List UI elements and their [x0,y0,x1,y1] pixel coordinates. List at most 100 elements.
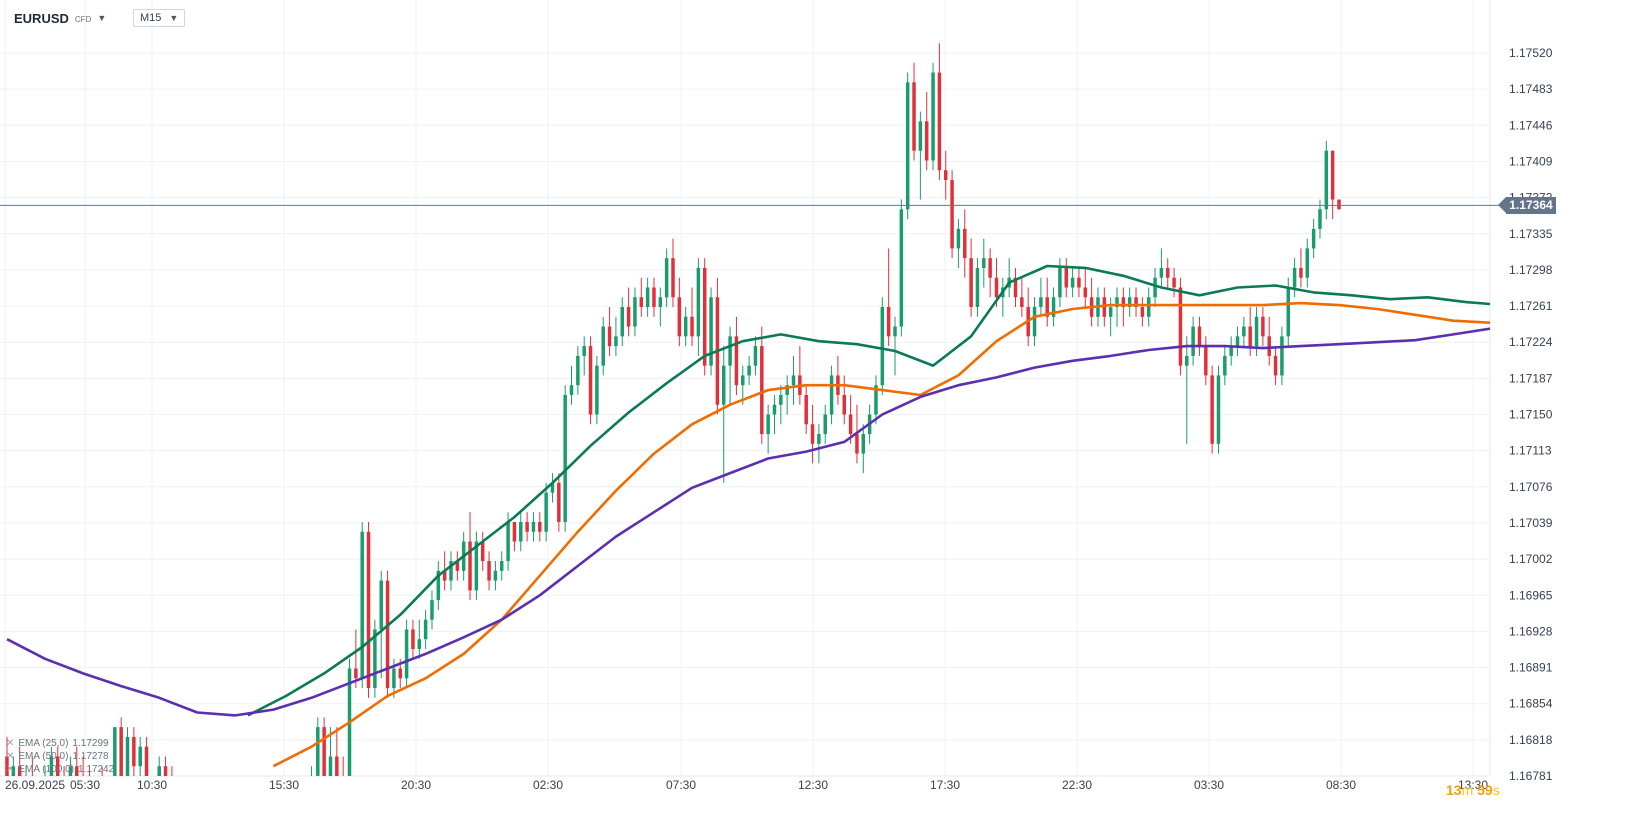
candle-body [1070,277,1075,288]
candle-body [1108,307,1113,317]
candle-body [614,336,618,347]
candle-body [322,727,326,776]
candle-body [240,796,243,806]
candle-body [1242,326,1246,337]
candle-body [272,796,275,806]
candle-body [1020,297,1024,308]
candle-body [278,796,281,806]
candle-body [474,541,479,591]
candle-body [398,668,403,679]
legend-value: 1.17278 [72,751,109,762]
candle-body [810,424,815,444]
candle-body [170,786,173,796]
candle-body [607,326,612,347]
candle-body [766,414,770,435]
candle-body [639,297,644,308]
candle-body [1165,267,1170,278]
candle-body [1153,277,1157,298]
candle-body [861,434,866,454]
y-tick-label: 1.16818 [1509,733,1553,747]
candle-body [1204,346,1208,376]
x-tick-label: 12:30 [798,778,828,792]
symbol-type: CFD [74,15,92,24]
current-price-badge: 1.17364 [1498,196,1556,214]
candle-body [1305,248,1310,278]
candle-body [525,521,529,532]
y-tick-label: 1.16891 [1509,661,1553,675]
candle-body [1337,199,1341,210]
candle-body [392,668,396,689]
chevron-down-icon[interactable]: ▼ [97,13,107,23]
candle-body [696,267,701,337]
remove-indicator-icon[interactable]: ✕ [6,764,15,775]
candle-body [848,414,853,435]
candle-body [119,727,123,776]
candle-body [1178,287,1183,366]
candle-body [569,385,574,395]
candle-body [316,727,320,776]
x-tick-label: 26.09.2025 [5,778,65,792]
candle-body [658,297,663,308]
candle-body [1051,297,1056,317]
y-tick-label: 1.16781 [1509,769,1553,783]
candle-body [988,258,992,278]
remove-indicator-icon[interactable]: ✕ [6,738,15,749]
candle-body [11,766,16,776]
remove-indicator-icon[interactable]: ✕ [6,751,15,762]
candle-body [499,561,504,571]
candle-body [253,805,256,806]
candle-body [1280,336,1284,376]
y-tick-label: 1.17150 [1509,408,1553,422]
candle-body [823,414,827,435]
candle-body [208,796,211,806]
symbol-selector[interactable]: EURUSD CFD ▼ [14,8,106,28]
candle-body [347,668,352,776]
timeframe-dropdown[interactable]: M15 ▼ [133,9,186,27]
candle-body [221,796,224,806]
y-tick-label: 1.17039 [1509,516,1553,530]
x-tick-label: 13:30 [1458,778,1488,792]
candle-body [423,619,428,640]
candle-body [804,394,808,425]
candle-body [385,580,390,689]
candle-body [1064,267,1069,288]
candle-body [138,746,142,767]
y-tick-label: 1.17261 [1509,299,1553,313]
candle-body [480,541,485,562]
candle-body [417,639,422,649]
candle-body [100,786,103,796]
candle-body [379,580,383,630]
candle-body [354,668,358,679]
candle-body [931,72,935,161]
x-tick-label: 20:30 [401,778,431,792]
y-tick-label: 1.16928 [1509,624,1553,638]
candle-body [683,316,688,337]
y-tick-label: 1.17298 [1509,263,1553,277]
candle-body [68,766,73,776]
candle-body [341,776,344,786]
candle-body [411,629,415,649]
candle-body [760,346,764,435]
candle-body [1172,277,1176,288]
candle-body [246,796,249,806]
candle-body [177,796,180,806]
candle-body [107,796,110,806]
candle-body [1318,209,1322,229]
timeframe-label: M15 [140,12,162,24]
candle-body [544,492,548,532]
candle-body [196,805,199,806]
legend-item: ✕ EMA (50,0) 1.17278 [6,750,114,763]
ema-line [247,264,1490,717]
candle-body [1261,316,1265,337]
candle-body [652,287,656,308]
candle-body [291,796,294,806]
y-tick-label: 1.16854 [1509,697,1553,711]
candle-body [335,756,339,776]
candle-body [468,541,472,591]
candle-body [531,521,536,532]
candle-body [5,756,9,776]
candle-body [734,336,739,386]
candle-body [189,796,192,806]
candle-body [1185,355,1189,366]
